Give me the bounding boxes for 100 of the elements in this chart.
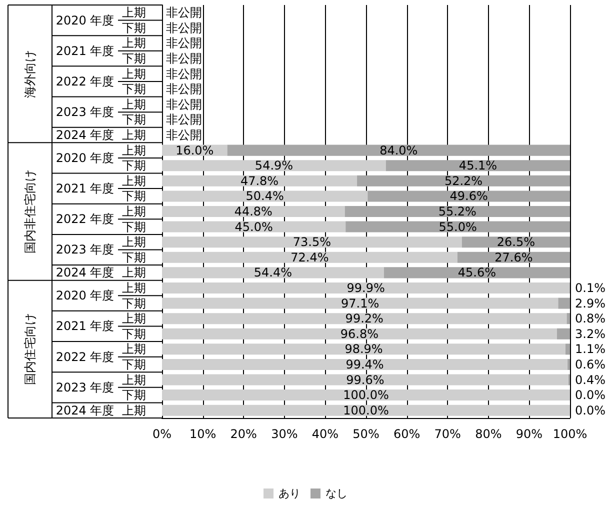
data-label: 45.0%: [234, 220, 273, 234]
y-tick-label: 上期: [122, 97, 146, 112]
y-tick-label: 下期: [122, 82, 146, 96]
data-label: 97.1%: [341, 296, 380, 310]
data-label: 52.2%: [444, 174, 483, 188]
bar: [357, 175, 570, 186]
text: 2020 年度: [56, 150, 114, 165]
y-tick-label: 上期: [122, 312, 146, 326]
text: 2022 年度: [56, 350, 114, 364]
text: 2023 年度: [56, 105, 114, 120]
data-label: 72.4%: [290, 250, 329, 264]
bar: [162, 298, 558, 309]
bar: [162, 374, 568, 386]
bar: [162, 175, 358, 186]
data-label: 45.6%: [458, 266, 496, 280]
y-tick-label: 上期: [122, 128, 146, 142]
bar: [162, 160, 386, 172]
data-label: 27.6%: [494, 250, 533, 264]
data-label: 0.8%: [575, 312, 606, 326]
y-tick-label: 上期: [122, 66, 146, 81]
bar: [162, 404, 570, 416]
bar: [162, 282, 570, 294]
bar: [162, 267, 384, 278]
x-tick-label: 80%: [475, 427, 502, 441]
y-tick-label: 下期: [122, 357, 146, 372]
y-tick-label: 下期: [122, 220, 146, 234]
data-label: 73.5%: [292, 235, 332, 250]
text: 2021 年度: [56, 319, 114, 334]
text: 2020 年度: [56, 288, 114, 303]
text: 非公開: [166, 82, 202, 96]
data-label: 49.6%: [450, 189, 488, 204]
bar: [162, 190, 368, 202]
y-tick-label: 上期: [122, 403, 146, 418]
bar: [162, 236, 462, 248]
data-label: 0.1%: [575, 280, 606, 295]
y-tick-label: 上期: [122, 143, 146, 158]
y-tick-label: 上期: [122, 6, 146, 20]
data-label: 55.0%: [438, 220, 477, 234]
y-tick-label: 下期: [122, 326, 146, 341]
text: 2024 年度: [56, 128, 114, 142]
text: 非公開: [166, 20, 202, 35]
data-label: 96.8%: [340, 326, 379, 341]
bar: [227, 144, 570, 156]
y-tick-label: 上期: [122, 174, 146, 188]
data-label: 55.2%: [438, 204, 476, 218]
text: 2022 年度: [56, 74, 114, 88]
y-tick-label: 下期: [122, 112, 146, 127]
bar: [162, 344, 566, 355]
legend-label: あり: [278, 487, 300, 500]
data-label: 99.4%: [346, 357, 384, 372]
y-tick-label: 上期: [122, 235, 146, 250]
x-tick-label: 60%: [393, 427, 420, 441]
data-label: 44.8%: [234, 204, 272, 218]
bar: [368, 190, 570, 202]
x-tick-label: 90%: [516, 427, 543, 441]
text: 非公開: [166, 128, 202, 142]
x-tick-label: 70%: [434, 427, 461, 441]
bar: [346, 221, 570, 232]
text: 非公開: [166, 112, 202, 127]
data-label: 45.1%: [458, 158, 498, 173]
x-tick-label: 10%: [189, 427, 216, 441]
data-label: 100.0%: [343, 388, 389, 402]
text: 2023 年度: [56, 242, 114, 257]
y-tick-label: 上期: [122, 204, 146, 218]
y-tick-label: 下期: [122, 20, 146, 35]
data-label: 98.9%: [344, 342, 383, 356]
data-label: 84.0%: [380, 143, 418, 158]
data-label: 26.5%: [496, 235, 536, 250]
data-label: 47.8%: [240, 174, 279, 188]
data-label: 99.2%: [345, 312, 384, 326]
bar: [386, 160, 570, 172]
x-tick-label: 40%: [312, 427, 339, 441]
data-label: 3.2%: [575, 326, 606, 341]
y-tick-label: 下期: [122, 388, 146, 402]
bar: [556, 328, 570, 340]
text: 2024 年度: [56, 403, 114, 418]
y-tick-label: 下期: [122, 52, 146, 66]
legend-label: なし: [326, 487, 348, 500]
data-label: 99.9%: [346, 280, 385, 295]
x-tick-label: 100%: [552, 427, 588, 441]
text: 非公開: [166, 66, 202, 81]
text: 2023 年度: [56, 380, 114, 394]
bar: [558, 298, 570, 309]
data-label: 2.9%: [575, 296, 606, 310]
y-tick-label: 上期: [122, 280, 146, 295]
text: 2021 年度: [56, 44, 114, 58]
bar: [566, 313, 570, 324]
data-label: 100.0%: [343, 403, 389, 418]
data-label: 0.0%: [575, 388, 606, 402]
data-label: 1.1%: [575, 342, 606, 356]
bar: [162, 206, 345, 218]
x-tick-label: 0%: [152, 427, 172, 441]
x-tick-label: 50%: [352, 427, 380, 441]
bar: [162, 390, 570, 401]
text: 国内住宅向け: [23, 313, 37, 386]
data-label: 54.9%: [254, 158, 294, 173]
x-tick-label: 20%: [230, 427, 257, 441]
text: 国内非住宅向け: [23, 170, 37, 254]
bar: [162, 221, 346, 232]
x-tick-label: 30%: [271, 427, 298, 441]
